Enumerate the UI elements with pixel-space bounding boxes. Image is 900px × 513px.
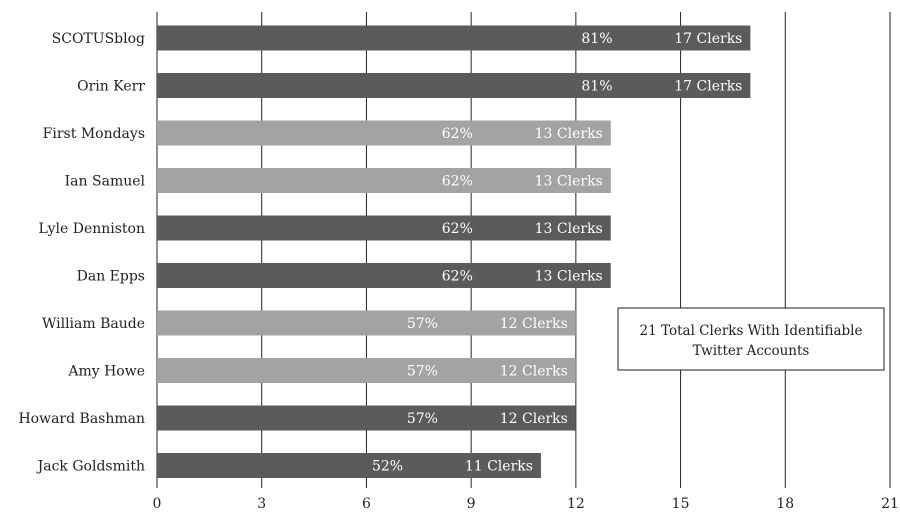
bar bbox=[157, 120, 611, 146]
x-tick-label: 6 bbox=[362, 496, 371, 512]
category-label: SCOTUSblog bbox=[52, 31, 145, 47]
bar-count-label: 12 Clerks bbox=[500, 316, 568, 332]
bar-count-label: 13 Clerks bbox=[535, 221, 603, 237]
bar bbox=[157, 310, 576, 336]
x-tick-label: 21 bbox=[881, 496, 899, 512]
bar-count-label: 12 Clerks bbox=[500, 364, 568, 380]
category-label: Dan Epps bbox=[77, 269, 145, 285]
annotation-line-1: 21 Total Clerks With Identifiable bbox=[640, 323, 863, 339]
bar-percent-label: 57% bbox=[407, 411, 438, 427]
bar-count-label: 17 Clerks bbox=[674, 31, 742, 47]
x-tick-label: 9 bbox=[467, 496, 476, 512]
category-label: Jack Goldsmith bbox=[36, 459, 145, 475]
x-tick-label: 3 bbox=[257, 496, 266, 512]
bar-percent-label: 81% bbox=[581, 79, 612, 95]
x-tick-label: 18 bbox=[776, 496, 794, 512]
bar-count-label: 11 Clerks bbox=[465, 459, 533, 475]
bar bbox=[157, 215, 611, 241]
bar-percent-label: 57% bbox=[407, 364, 438, 380]
bar bbox=[157, 405, 576, 431]
bar bbox=[157, 263, 611, 288]
bar-percent-label: 81% bbox=[581, 31, 612, 47]
x-tick-labels: 0 3 6 9 12 15 18 21 bbox=[153, 496, 899, 512]
category-label: Amy Howe bbox=[67, 364, 145, 380]
x-tick-label: 15 bbox=[672, 496, 690, 512]
bar bbox=[157, 358, 576, 383]
bar bbox=[157, 25, 751, 51]
bar-percent-label: 62% bbox=[442, 221, 473, 237]
bar bbox=[157, 168, 611, 193]
x-tick-label: 12 bbox=[567, 496, 585, 512]
category-label: Lyle Denniston bbox=[39, 221, 145, 237]
annotation-box: 21 Total Clerks With Identifiable Twitte… bbox=[617, 307, 885, 371]
category-label: William Baude bbox=[42, 316, 145, 332]
bar bbox=[157, 453, 541, 478]
category-label: Ian Samuel bbox=[65, 174, 146, 190]
category-label: Howard Bashman bbox=[18, 411, 145, 427]
bar-percent-label: 62% bbox=[442, 269, 473, 285]
bar-count-label: 13 Clerks bbox=[535, 269, 603, 285]
category-label: First Mondays bbox=[43, 126, 145, 142]
category-labels: SCOTUSblog Orin Kerr First Mondays Ian Samu… bbox=[18, 31, 145, 475]
bar-percent-label: 62% bbox=[442, 126, 473, 142]
bar bbox=[157, 73, 751, 98]
category-label: Orin Kerr bbox=[77, 79, 145, 95]
bar-count-label: 12 Clerks bbox=[500, 411, 568, 427]
bar-count-label: 17 Clerks bbox=[674, 79, 742, 95]
bar-percent-label: 57% bbox=[407, 316, 438, 332]
bar-count-label: 13 Clerks bbox=[535, 174, 603, 190]
bar-count-label: 13 Clerks bbox=[535, 126, 603, 142]
bars: 17 Clerks 81% 17 Clerks 81% 13 Clerks 62% 13 C… bbox=[157, 25, 751, 478]
annotation-line-2: Twitter Accounts bbox=[693, 343, 810, 359]
x-tick-label: 0 bbox=[153, 496, 162, 512]
bar-percent-label: 62% bbox=[442, 174, 473, 190]
bar-percent-label: 52% bbox=[372, 459, 403, 475]
